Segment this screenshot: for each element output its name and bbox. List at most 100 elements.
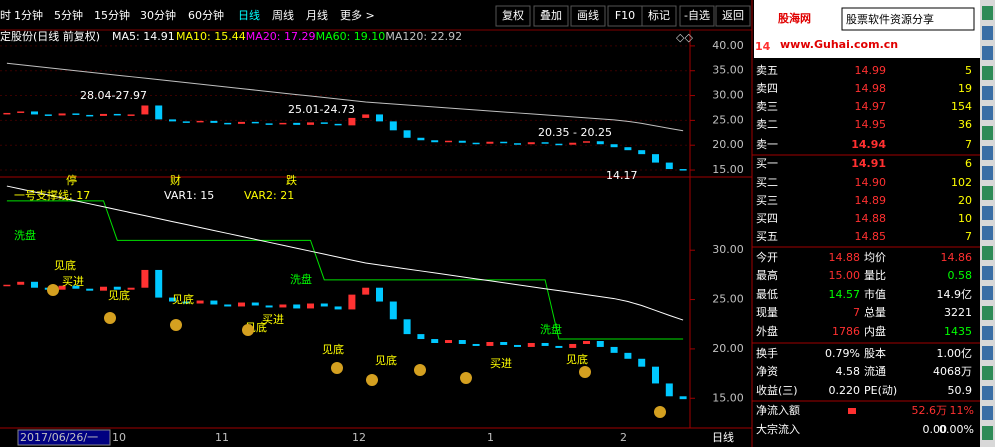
- side-icon[interactable]: [982, 186, 993, 200]
- candle-lower: [376, 287, 383, 302]
- stat-label: 内盘: [864, 324, 886, 338]
- side-icon[interactable]: [982, 226, 993, 240]
- signal: 见底: [375, 353, 397, 367]
- label: 卖三: [756, 100, 778, 113]
- candle: [196, 120, 204, 123]
- logo: 股海网: [778, 11, 811, 25]
- y-tick-label: 25.00: [712, 293, 744, 306]
- side-icon[interactable]: [982, 306, 993, 320]
- label: 买一: [756, 157, 778, 170]
- candle-lower: [86, 288, 94, 291]
- toolbar-bg: [0, 0, 752, 30]
- candle-lower: [417, 334, 425, 340]
- tab[interactable]: 60分钟: [188, 8, 224, 22]
- candle: [417, 137, 425, 141]
- volume: 5: [965, 64, 972, 77]
- side-icon[interactable]: [982, 66, 993, 80]
- candle: [596, 141, 604, 145]
- price: 14.94: [851, 138, 886, 151]
- candle-lower: [100, 286, 107, 291]
- price: 14.98: [855, 82, 887, 95]
- stat-value: 1786: [832, 325, 860, 338]
- side-icon[interactable]: [982, 6, 993, 20]
- side-icon[interactable]: [982, 426, 993, 440]
- button-frame: [570, 5, 606, 27]
- candle: [624, 147, 632, 151]
- side-icon[interactable]: [982, 46, 993, 60]
- stat-value: 4.58: [836, 365, 861, 378]
- tab: 时: [0, 9, 11, 22]
- side-icon[interactable]: [982, 126, 993, 140]
- candle: [431, 140, 439, 143]
- stat-value: 50.9: [948, 384, 973, 397]
- candle-lower: [665, 383, 673, 397]
- candle: [238, 121, 245, 124]
- tab[interactable]: 15分钟: [94, 8, 130, 22]
- support-line: [6, 200, 684, 340]
- tab[interactable]: 1分钟: [14, 8, 43, 22]
- indicator-label: VAR1: 15: [164, 189, 214, 202]
- candle: [527, 142, 535, 145]
- side-icon[interactable]: [982, 286, 993, 300]
- candle: [182, 121, 190, 123]
- tab[interactable]: 更多 >: [340, 8, 375, 22]
- y-tick-label: 25.00: [712, 113, 744, 126]
- button-frame: [715, 5, 751, 27]
- side-icon[interactable]: [982, 146, 993, 160]
- y-tick-label: 40.00: [712, 39, 744, 52]
- stat-label: 最低: [756, 288, 778, 301]
- candle: [334, 123, 342, 126]
- button[interactable]: 叠加: [540, 9, 562, 22]
- stat-value: 3221: [944, 306, 972, 319]
- tab[interactable]: 周线: [272, 8, 294, 22]
- candle: [17, 111, 25, 113]
- date-label: 2017/06/26/一: [20, 431, 98, 444]
- date-label: 2: [620, 431, 627, 444]
- button[interactable]: 返回: [722, 9, 744, 22]
- side-icon[interactable]: [982, 106, 993, 120]
- y-tick-label: 30.00: [712, 89, 744, 102]
- signal: 洗盘: [540, 322, 562, 336]
- side-icon[interactable]: [982, 386, 993, 400]
- side-icon[interactable]: [982, 346, 993, 360]
- side-icon[interactable]: [982, 246, 993, 260]
- side-icon[interactable]: [982, 266, 993, 280]
- candle: [679, 169, 687, 171]
- url: www.Guhai.com.cn: [780, 38, 898, 51]
- tab[interactable]: 日线: [238, 8, 260, 22]
- tab[interactable]: 月线: [306, 8, 328, 22]
- code-stub: 14: [755, 40, 771, 53]
- candle: [610, 144, 618, 148]
- button[interactable]: 标记: [648, 8, 670, 22]
- button[interactable]: 画线: [577, 8, 599, 22]
- side-icon[interactable]: [982, 166, 993, 180]
- candle-lower: [31, 281, 38, 288]
- stat-label: 净资: [756, 364, 778, 378]
- date-label: 1: [487, 431, 494, 444]
- icon: ◇◇: [676, 31, 693, 44]
- button[interactable]: F10: [615, 9, 635, 22]
- stat-label: 大宗流入: [756, 422, 800, 436]
- button[interactable]: -自选: [684, 9, 710, 22]
- side-icon[interactable]: [982, 206, 993, 220]
- candle: [72, 113, 80, 115]
- candle: [210, 120, 218, 123]
- side-icon[interactable]: [982, 26, 993, 40]
- side-icon[interactable]: [982, 366, 993, 380]
- side-icon[interactable]: [982, 86, 993, 100]
- tab[interactable]: 5分钟: [54, 8, 83, 22]
- side-icon[interactable]: [982, 326, 993, 340]
- panel-bg: [752, 0, 980, 447]
- tab[interactable]: 30分钟: [140, 8, 176, 22]
- indicator-label: VAR2: 21: [244, 189, 294, 202]
- price: 14.90: [855, 176, 887, 189]
- candle-lower: [307, 303, 314, 309]
- button[interactable]: 复权: [502, 8, 524, 22]
- stat-value: 0.00%: [939, 423, 974, 436]
- money-bag: [170, 319, 182, 331]
- candle-lower: [403, 319, 411, 335]
- stat-label: 股本: [864, 346, 886, 360]
- side-icon[interactable]: [982, 406, 993, 420]
- price: 14.85: [855, 230, 887, 243]
